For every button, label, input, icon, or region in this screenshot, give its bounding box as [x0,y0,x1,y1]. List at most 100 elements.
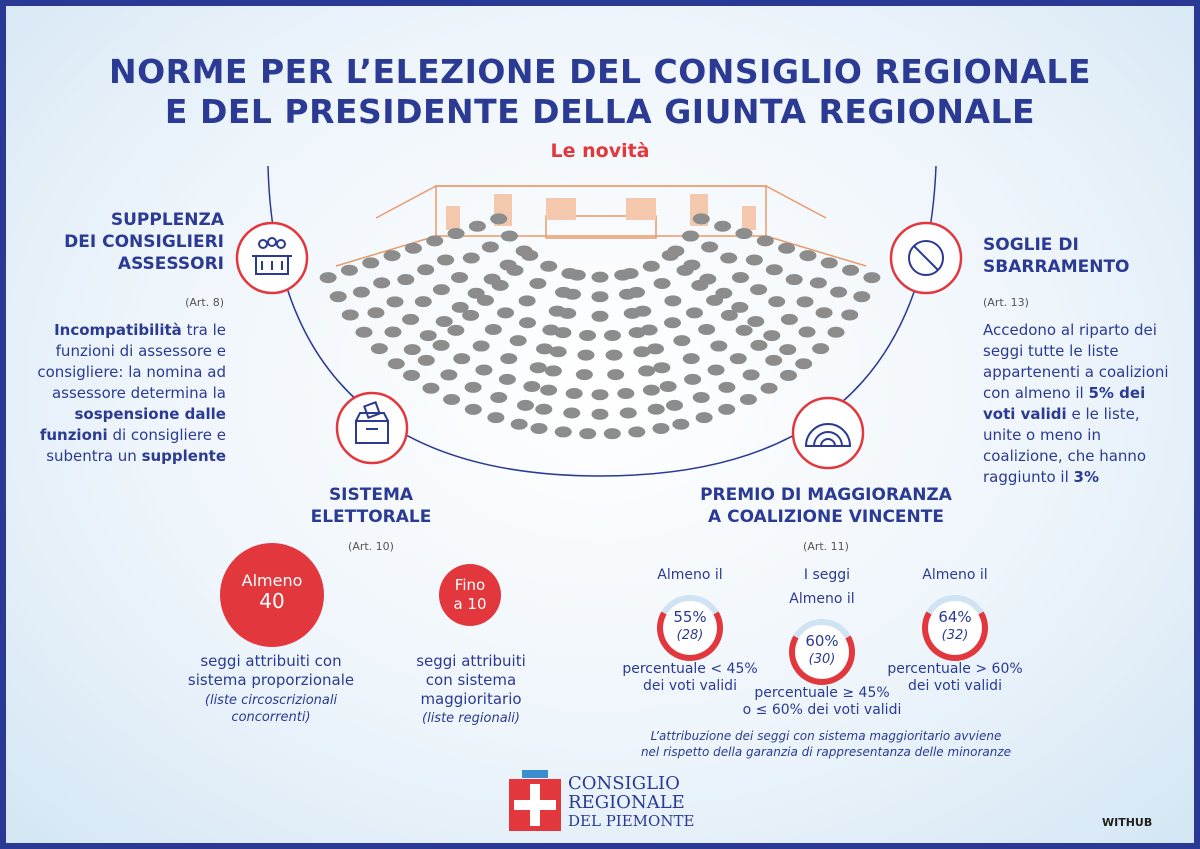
seat [403,344,421,356]
seat [692,392,710,404]
condition-line: percentuale < 45% [622,661,758,677]
seat [419,330,437,342]
seat [329,291,347,303]
gauge-arc [657,611,723,661]
seat [731,301,749,313]
seat [530,422,548,434]
seat [517,399,535,411]
text-bold: 3% [1073,468,1099,486]
seat [432,284,450,296]
seat [827,326,845,338]
condition-line: dei voti validi [643,678,737,694]
text: di consigliere e subentra un [46,426,226,465]
seat [739,394,757,406]
seat [509,335,527,347]
article: (Art. 8) [185,296,224,309]
supplenza-text: Incompatibilità tra le funzioni di asses… [20,320,226,467]
note-line: L’attribuzione dei seggi con sistema mag… [650,729,1002,743]
seat [756,235,774,247]
seat [367,307,385,319]
seat [815,307,833,319]
seat [628,426,646,438]
seat [536,343,554,355]
seat [437,254,455,266]
seat [750,339,768,351]
circle-40: Almeno 40 [220,543,324,647]
seat [544,365,562,377]
gauge-condition: percentuale ≥ 45% o ≤ 60% dei voti validi [732,685,912,719]
presidency-panels [446,194,756,230]
seat [499,259,517,271]
seat [841,309,859,321]
seat [842,264,860,276]
gauge-label: Almeno il [657,567,723,583]
seat [718,403,736,415]
seat [812,343,830,355]
seat [780,313,798,325]
seat [340,264,358,276]
seat [633,346,651,358]
gauge-seats: (32) [941,628,969,643]
title-line: E DEL PRESIDENTE DELLA GIUNTA REGIONALE [164,92,1036,131]
seat [352,286,370,298]
seat [795,358,813,370]
gauge-label: Almeno il [789,591,855,607]
condition-line: dei voti validi [908,678,1002,694]
seat [443,394,461,406]
text-line: seggi attribuiti [416,652,526,670]
text-bold: Incompatibilità [54,321,182,339]
seat [373,277,391,289]
seat [653,278,671,290]
seat [575,369,593,381]
seats [319,213,881,440]
title-line: ASSESSORI [117,254,224,274]
seat [720,252,738,264]
gauge-percent: 64% [938,608,972,626]
circle-number: 40 [259,589,285,613]
note-line: concorrenti) [231,710,311,725]
seat [710,340,728,352]
seat [577,349,595,361]
seat [432,339,450,351]
note-line: (liste circoscrizionali [204,693,338,708]
circle-number: a 10 [453,595,487,613]
seat [554,426,572,438]
logo-mark [509,770,561,831]
seat [745,254,763,266]
article: (Art. 11) [803,540,849,553]
seat [540,260,558,272]
seat [750,284,768,296]
gauge-percent: 55% [673,608,707,626]
seat [591,389,609,401]
seat [779,369,797,381]
gauge-condition: percentuale < 45% dei voti validi [600,661,780,695]
seat [453,353,471,365]
gauge-percent: 60% [805,632,839,650]
seat [563,407,581,419]
seat [414,296,432,308]
seat [659,381,677,393]
seat [735,228,753,240]
gauge-seats: (30) [808,652,836,667]
seat [529,362,547,374]
seat [796,296,814,308]
title-line: SBARRAMENTO [983,257,1130,277]
title-line: A COALIZIONE VINCENTE [708,507,944,527]
seat [484,323,502,335]
gauge-seats: (28) [676,628,704,643]
text: e le liste, unite o meno in coalizione, … [983,405,1147,486]
seat [386,296,404,308]
seat [467,287,485,299]
seat [535,403,553,415]
seat [417,354,435,366]
seat [760,382,778,394]
seat [685,307,703,319]
logo-line: CONSIGLIO [568,773,680,794]
seat [695,412,713,424]
seat [555,286,573,298]
seat [490,392,508,404]
seat [673,335,691,347]
condition-line: percentuale ≥ 45% [754,685,890,701]
seat [498,373,516,385]
text-line: con sistema [425,671,517,689]
